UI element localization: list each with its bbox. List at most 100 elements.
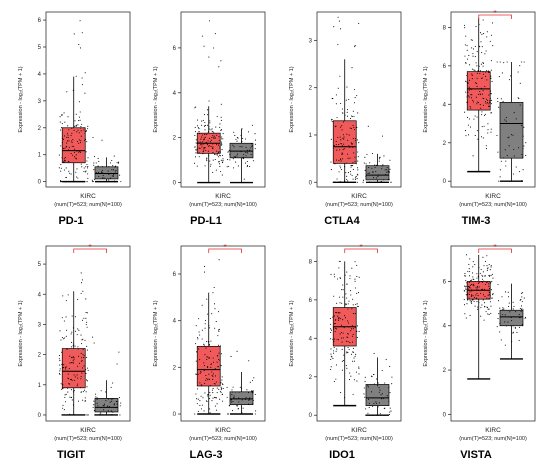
tumor-point: [81, 319, 84, 321]
y-tick-label: 6: [173, 46, 177, 52]
normal-point: [390, 181, 392, 183]
tumor-point: [476, 293, 478, 295]
tumor-point: [213, 47, 215, 49]
tumor-point: [482, 271, 484, 273]
normal-point: [253, 377, 255, 379]
tumor-point: [193, 162, 196, 164]
tumor-point: [204, 354, 206, 356]
tumor-point: [214, 153, 216, 156]
normal-point: [383, 181, 385, 183]
normal-point: [516, 331, 518, 334]
tumor-point: [466, 96, 468, 98]
normal-point: [504, 149, 506, 151]
tumor-point: [212, 159, 214, 161]
tumor-point: [333, 273, 335, 275]
gene-title: PD-1: [58, 215, 84, 227]
tumor-point: [214, 405, 216, 407]
tumor-point: [196, 148, 198, 150]
tumor-point: [482, 65, 484, 67]
tumor-point: [64, 414, 66, 416]
tumor-point: [329, 317, 331, 320]
tumor-point: [483, 114, 486, 117]
tumor-point: [341, 302, 343, 304]
tumor-point: [465, 280, 467, 282]
normal-point: [118, 351, 120, 353]
normal-point: [248, 360, 250, 362]
normal-point: [523, 126, 525, 128]
normal-point: [500, 160, 502, 162]
tumor-point: [351, 67, 353, 69]
tumor-point: [486, 265, 488, 267]
tumor-point: [491, 80, 493, 82]
normal-point: [497, 300, 500, 302]
tumor-point: [209, 160, 211, 162]
tumor-point: [81, 32, 83, 34]
tumor-point: [339, 159, 342, 161]
normal-point: [103, 409, 105, 411]
tumor-point: [331, 356, 333, 358]
tumor-point: [81, 84, 83, 86]
tumor-point: [67, 134, 69, 136]
tumor-point: [214, 375, 217, 377]
normal-point: [94, 414, 96, 416]
tumor-point: [333, 326, 335, 328]
tumor-point: [201, 304, 203, 306]
tumor-point: [211, 371, 213, 373]
normal-point: [102, 166, 104, 168]
normal-point: [364, 169, 366, 171]
tumor-point: [195, 106, 197, 108]
normal-point: [106, 414, 108, 416]
tumor-point: [354, 287, 356, 289]
tumor-point: [468, 268, 470, 270]
tumor-point: [82, 348, 84, 350]
tumor-point: [471, 294, 473, 296]
tumor-box: [61, 127, 86, 164]
tumor-point: [220, 116, 222, 118]
normal-point: [242, 156, 244, 158]
tumor-point: [195, 360, 197, 362]
tumor-point: [87, 166, 89, 168]
tumor-point: [334, 163, 336, 165]
tumor-point: [67, 387, 69, 389]
tumor-point: [492, 293, 494, 295]
tumor-point: [208, 413, 210, 415]
tumor-point: [485, 50, 487, 52]
tumor-point: [354, 326, 356, 328]
tumor-point: [465, 35, 467, 37]
tumor-point: [73, 390, 75, 392]
tumor-point: [337, 136, 339, 138]
tumor-point: [80, 140, 82, 142]
y-tick-label: 4: [38, 72, 42, 78]
tumor-point: [76, 385, 78, 387]
tumor-point: [66, 142, 68, 144]
normal-point: [114, 171, 116, 173]
tumor-point: [342, 289, 344, 291]
normal-point: [252, 402, 254, 404]
tumor-point: [195, 393, 197, 395]
gene-title: LAG-3: [189, 449, 223, 461]
tumor-point: [483, 33, 485, 35]
tumor-point: [466, 58, 468, 60]
normal-point: [367, 385, 369, 387]
tumor-point: [485, 75, 487, 77]
normal-point: [367, 386, 369, 388]
tumor-point: [354, 360, 356, 362]
tumor-point: [344, 145, 346, 147]
tumor-point: [77, 346, 79, 348]
tumor-point: [63, 158, 65, 160]
tumor-point: [483, 280, 485, 282]
normal-point: [232, 410, 234, 412]
tumor-point: [339, 302, 341, 304]
tumor-point: [208, 145, 210, 147]
normal-point: [386, 169, 388, 171]
tumor-point: [352, 347, 354, 349]
normal-point: [238, 391, 240, 393]
tumor-point: [470, 97, 472, 99]
normal-point: [365, 414, 367, 416]
tumor-point: [479, 272, 481, 274]
tumor-point: [341, 129, 343, 131]
tumor-point: [206, 143, 208, 145]
tumor-point: [357, 305, 359, 307]
tumor-point: [194, 156, 197, 158]
tumor-point: [217, 153, 219, 155]
